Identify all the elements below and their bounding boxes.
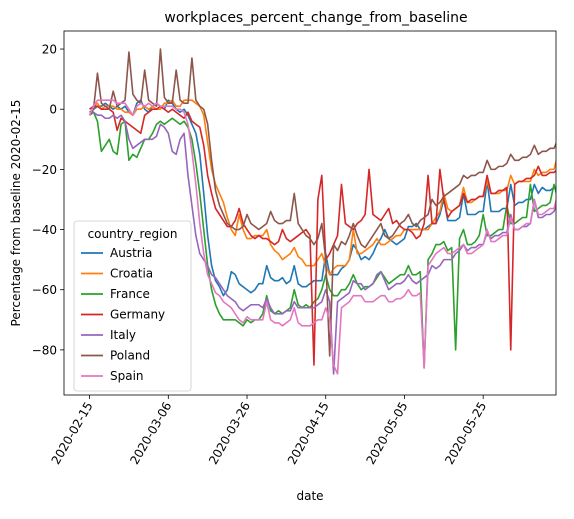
x-tick-label: 2020-03-26 [206, 400, 253, 467]
series-lines [88, 48, 556, 375]
legend-label-france: France [110, 287, 150, 301]
plot-frame [63, 30, 557, 396]
legend-label-croatia: Croatia [110, 267, 153, 281]
chart-title: workplaces_percent_change_from_baseline [164, 10, 467, 26]
series-line-poland [88, 48, 556, 357]
legend-label-germany: Germany [110, 308, 165, 322]
series-line-italy [89, 111, 556, 375]
y-axis-label: Percentage from baseline 2020-02-15 [9, 100, 23, 327]
legend: country_region Austria Croatia France Germa… [73, 220, 192, 392]
series-line-france [89, 111, 556, 369]
y-tick-label: −40 [32, 223, 57, 237]
y-tick-label: −60 [32, 283, 57, 297]
y-tick-label: −20 [32, 163, 57, 177]
legend-label-spain: Spain [110, 369, 144, 383]
x-axis-label: date [296, 489, 323, 503]
y-axis: −80 −60 −40 −20 0 20 [32, 43, 64, 357]
series-line-germany [89, 105, 556, 366]
legend-label-italy: Italy [110, 328, 136, 342]
legend-label-austria: Austria [110, 246, 152, 260]
y-tick-label: 0 [49, 103, 57, 117]
x-tick-label: 2020-02-15 [49, 400, 96, 467]
x-tick-label: 2020-05-25 [442, 399, 489, 466]
x-axis: 2020-02-15 2020-03-06 2020-03-26 2020-04-15… [49, 395, 489, 467]
legend-title: country_region [88, 227, 178, 241]
x-tick-label: 2020-03-06 [127, 400, 174, 467]
series-line-spain [88, 99, 556, 375]
legend-frame [73, 220, 192, 392]
y-tick-label: 20 [42, 43, 57, 57]
legend-label-poland: Poland [110, 349, 150, 363]
x-tick-label: 2020-05-05 [364, 400, 411, 467]
y-tick-label: −80 [32, 343, 57, 357]
x-tick-label: 2020-04-15 [285, 400, 332, 467]
